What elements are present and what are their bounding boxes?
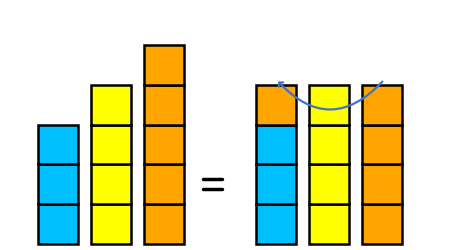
Bar	[144, 86, 183, 125]
Bar	[361, 164, 401, 204]
Bar	[361, 125, 401, 164]
Bar	[91, 164, 130, 204]
Bar	[308, 125, 348, 164]
Bar	[91, 204, 130, 244]
Bar	[361, 86, 401, 125]
Bar	[38, 125, 78, 164]
Bar	[256, 125, 296, 164]
Bar	[144, 125, 183, 164]
Bar	[144, 46, 183, 86]
Bar	[361, 204, 401, 244]
Bar	[308, 164, 348, 204]
Bar	[144, 204, 183, 244]
Bar	[91, 86, 130, 125]
Bar	[308, 204, 348, 244]
Bar	[256, 204, 296, 244]
Bar	[256, 86, 296, 125]
Bar	[256, 164, 296, 204]
Bar	[38, 204, 78, 244]
Bar	[91, 125, 130, 164]
Bar	[308, 86, 348, 125]
Bar	[38, 164, 78, 204]
Bar	[144, 164, 183, 204]
